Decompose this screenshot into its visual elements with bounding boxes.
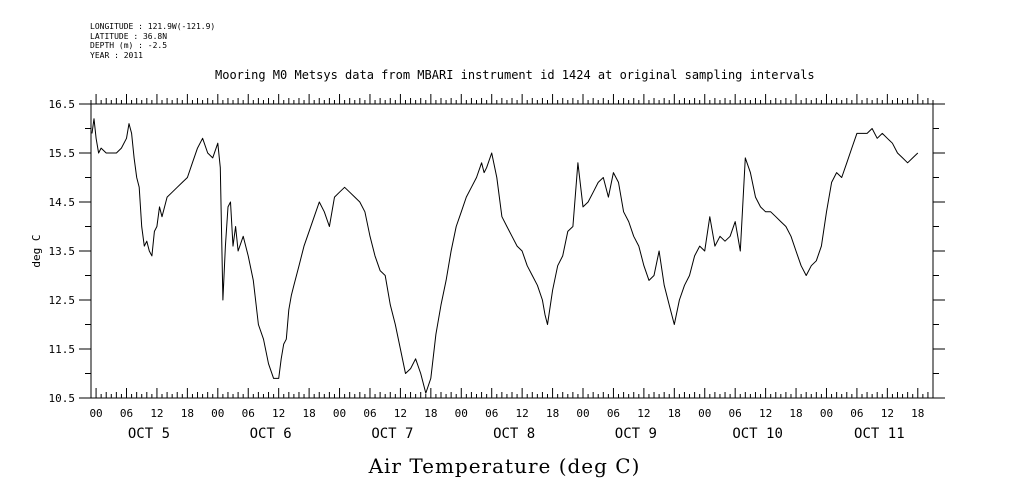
x-hour-label: 18 bbox=[181, 407, 194, 420]
x-hour-label: 12 bbox=[516, 407, 529, 420]
x-hour-label: 00 bbox=[455, 407, 468, 420]
x-hour-label: 12 bbox=[881, 407, 894, 420]
x-hour-label: 00 bbox=[211, 407, 224, 420]
x-day-label: OCT 7 bbox=[371, 426, 413, 442]
x-hour-label: 06 bbox=[485, 407, 498, 420]
x-hour-label: 12 bbox=[272, 407, 285, 420]
x-hour-label: 18 bbox=[546, 407, 559, 420]
x-hour-label: 00 bbox=[820, 407, 833, 420]
x-hour-label: 06 bbox=[729, 407, 742, 420]
y-axis-label: deg C bbox=[30, 234, 43, 267]
x-hour-label: 00 bbox=[698, 407, 711, 420]
y-tick-label: 12.5 bbox=[49, 294, 76, 307]
x-day-label: OCT 9 bbox=[615, 426, 657, 442]
x-hour-label: 18 bbox=[302, 407, 315, 420]
x-hour-label: 06 bbox=[242, 407, 255, 420]
x-hour-label: 00 bbox=[89, 407, 102, 420]
x-day-label: OCT 6 bbox=[250, 426, 292, 442]
x-hour-label: 00 bbox=[333, 407, 346, 420]
metadata-block: LONGITUDE : 121.9W(-121.9) LATITUDE : 36… bbox=[90, 22, 215, 60]
latitude-label: LATITUDE : 36.8N bbox=[90, 31, 168, 41]
series-group bbox=[91, 118, 919, 394]
axes: 10.5 11.5 12.5 13.5 14.5 15.5 16.5 00 06 12 18 00 06… bbox=[49, 94, 945, 442]
y-tick-label: 15.5 bbox=[49, 147, 76, 160]
x-hour-label: 00 bbox=[576, 407, 589, 420]
y-tick-label: 14.5 bbox=[49, 196, 76, 209]
x-day-label: OCT 8 bbox=[493, 426, 535, 442]
x-hour-label: 12 bbox=[637, 407, 650, 420]
x-hour-label: 12 bbox=[150, 407, 163, 420]
x-hour-label: 12 bbox=[759, 407, 772, 420]
year-label: YEAR : 2011 bbox=[90, 50, 143, 60]
x-hour-label: 06 bbox=[363, 407, 376, 420]
x-hour-label: 12 bbox=[394, 407, 407, 420]
x-hour-label: 06 bbox=[850, 407, 863, 420]
y-tick-label: 10.5 bbox=[49, 392, 76, 405]
x-hour-label: 06 bbox=[607, 407, 620, 420]
y-tick-label: 13.5 bbox=[49, 245, 76, 258]
x-hour-label: 18 bbox=[424, 407, 437, 420]
x-hour-label: 18 bbox=[668, 407, 681, 420]
x-hour-label: 06 bbox=[120, 407, 133, 420]
series-line bbox=[91, 118, 919, 394]
chart-title: Mooring M0 Metsys data from MBARI instru… bbox=[215, 68, 815, 82]
x-day-label: OCT 5 bbox=[128, 426, 170, 442]
longitude-label: LONGITUDE : 121.9W(-121.9) bbox=[90, 22, 216, 31]
x-day-label: OCT 10 bbox=[732, 426, 783, 442]
x-axis-title: Air Temperature (deg C) bbox=[368, 454, 641, 478]
plot-frame bbox=[90, 103, 934, 399]
x-hour-label: 18 bbox=[789, 407, 802, 420]
x-day-label: OCT 11 bbox=[854, 426, 905, 442]
depth-label: DEPTH (m) : -2.5 bbox=[90, 41, 168, 50]
x-hour-label: 18 bbox=[911, 407, 924, 420]
y-tick-label: 16.5 bbox=[49, 98, 76, 111]
y-tick-label: 11.5 bbox=[49, 343, 76, 356]
